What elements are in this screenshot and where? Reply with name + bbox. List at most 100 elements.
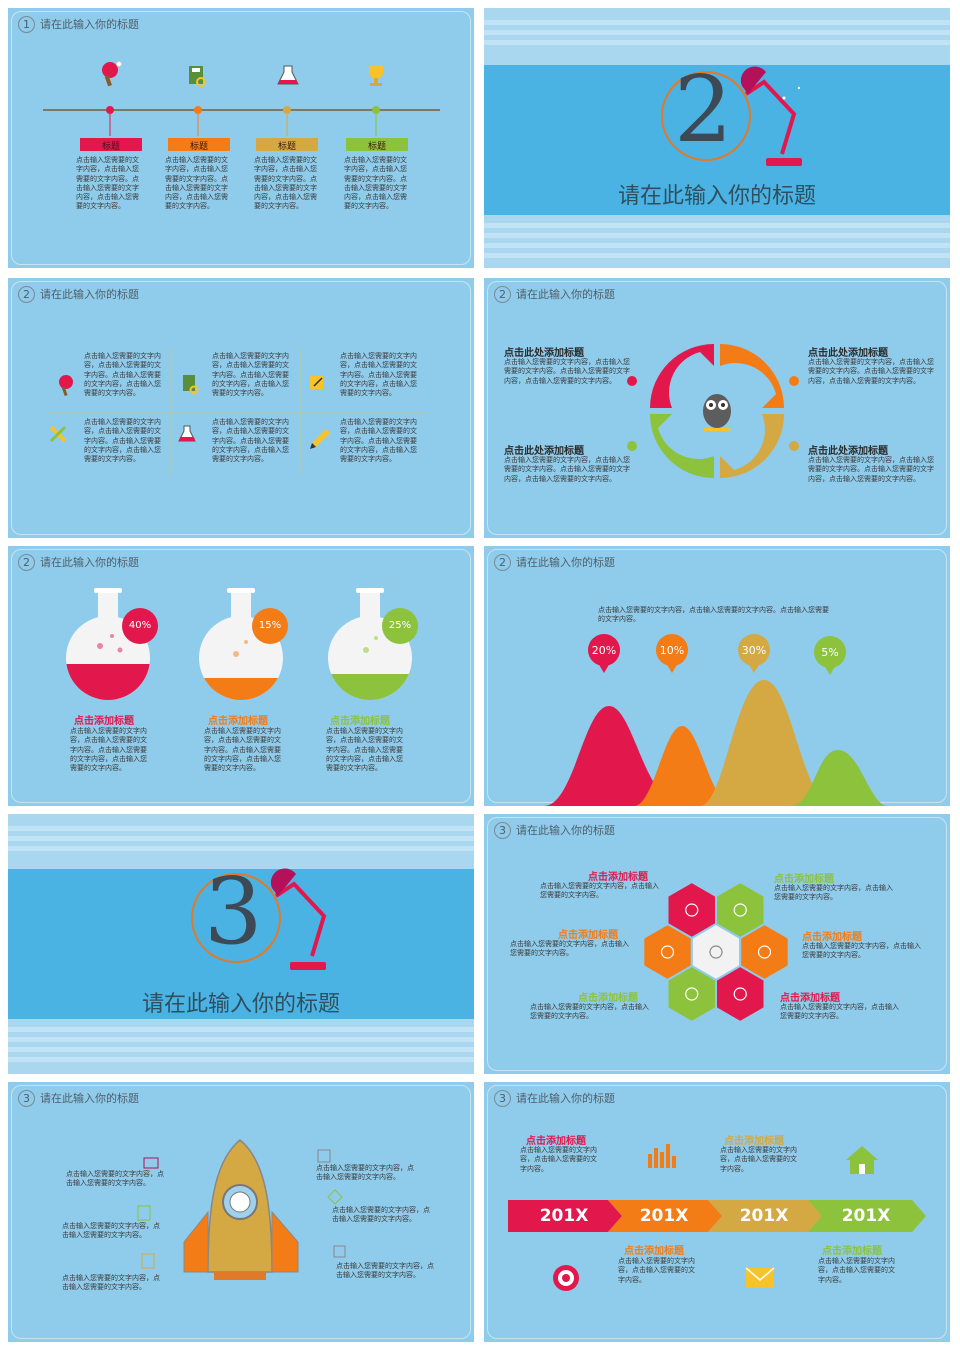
- text-2: 点击输入您需要的文字内容，点击输入您需要的文字内容。点击输入您需要的文字内容，点…: [165, 156, 228, 211]
- heading-2: 点击添加标题: [774, 874, 834, 885]
- slide-number: 2: [18, 553, 35, 571]
- target-icon: [553, 1265, 579, 1291]
- text-4: 点击输入您需要的文字内容，点击输入您需要的文字内容。: [818, 1257, 895, 1284]
- heading-1: 点击添加标题: [588, 872, 648, 883]
- text-left-3: 点击输入您需要的文字内容，点击输入您需要的文字内容。: [62, 1274, 160, 1292]
- heading-4: 点击添加标题: [822, 1246, 882, 1257]
- slide-mountains: 2 请在此输入你的标题 点击输入您需要的文字内容，点击输入您需要的文字内容。点击输…: [484, 546, 950, 806]
- slide-title: 请在此输入你的标题: [40, 288, 139, 301]
- section-title: 请在此输入你的标题: [617, 184, 816, 209]
- text-3: 点击输入您需要的文字内容，点击输入您需要的文字内容。点击输入您需要的文字内容，点…: [254, 156, 317, 211]
- text-2: 点击输入您需要的文字内容，点击输入您需要的文字内容。点击输入您需要的文字内容，点…: [204, 727, 281, 773]
- pencil-icon: [310, 429, 330, 449]
- hex-home-icon: [733, 987, 747, 1001]
- rocket-icon: [183, 1139, 299, 1280]
- percent-4: 5%: [821, 646, 839, 659]
- slide-number: 1: [18, 15, 35, 33]
- title-band: [8, 869, 474, 1019]
- heading-6: 点击添加标题: [780, 993, 840, 1004]
- timeline-graphic: [43, 61, 440, 151]
- slide-cycle: 2 请在此输入你的标题 点击此处添加标题 点击输入您需要的文字内容，点击输入您需要…: [484, 278, 950, 538]
- text-2: 点击输入您需要的文字内容，点击输入您需要的文字内容。: [774, 884, 893, 902]
- text-1: 点击输入您需要的文字内容，点击输入您需要的文字内容。: [540, 882, 659, 900]
- slide-number: 3: [494, 1089, 511, 1107]
- text-right-3: 点击输入您需要的文字内容，点击输入您需要的文字内容。: [336, 1262, 434, 1280]
- year-3: 201X: [739, 1206, 789, 1226]
- text-right-1: 点击输入您需要的文字内容，点击输入您需要的文字内容。: [316, 1164, 414, 1182]
- slide-title: 请在此输入你的标题: [516, 556, 615, 569]
- heading-2: 点击添加标题: [724, 1136, 784, 1147]
- slide-title: 请在此输入你的标题: [40, 18, 139, 31]
- slide-title: 请在此输入你的标题: [516, 824, 615, 837]
- slide-title: 请在此输入你的标题: [40, 1092, 139, 1105]
- slide-number: 3: [494, 821, 511, 839]
- slide-title: 请在此输入你的标题: [40, 556, 139, 569]
- text-left-1: 点击输入您需要的文字内容，点击输入您需要的文字内容。: [66, 1170, 164, 1188]
- book-icon: [189, 66, 206, 87]
- label-2: 标题: [189, 142, 208, 152]
- heading-3: 点击添加标题: [624, 1246, 684, 1257]
- ping-pong-icon: [59, 375, 73, 397]
- hex-box-icon: [733, 903, 747, 917]
- percent-3: 25%: [388, 620, 412, 631]
- image-icon: [317, 1149, 331, 1163]
- text-2: 点击输入您需要的文字内容，点击输入您需要的文字内容。: [720, 1146, 797, 1173]
- slide-flasks: 2 请在此输入你的标题 40% 15% 25% 点击添加标题 点击添加标题 点击添…: [8, 546, 474, 806]
- text-1: 点击输入您需要的文字内容，点击输入您需要的文字内容。: [520, 1146, 597, 1173]
- slide-hexagons: 3 请在此输入你的标题 点击添加标题 点击输入您需要的文字内容，点击输入您需要的文…: [484, 814, 950, 1074]
- intro-text: 点击输入您需要的文字内容，点击输入您需要的文字内容。点击输入您需要的文字内容。: [598, 606, 829, 624]
- hex-eye-icon: [685, 987, 699, 1001]
- heading-bottom-left: 点击此处添加标题: [504, 446, 584, 457]
- cell-text-6: 点击输入您需要的文字内容，点击输入您需要的文字内容。点击输入您需要的文字内容，点…: [340, 418, 417, 464]
- pin-1: [588, 634, 620, 673]
- cell-text-3: 点击输入您需要的文字内容，点击输入您需要的文字内容。点击输入您需要的文字内容，点…: [340, 352, 417, 398]
- mail-icon: [745, 1267, 775, 1288]
- text-bottom-right: 点击输入您需要的文字内容，点击输入您需要的文字内容。点击输入您需要的文字内容，点…: [808, 456, 934, 483]
- flask-green: [328, 588, 412, 700]
- text-left-2: 点击输入您需要的文字内容，点击输入您需要的文字内容。: [62, 1222, 160, 1240]
- flask-orange: [199, 588, 283, 700]
- heading-3: 点击添加标题: [330, 716, 390, 727]
- document-icon: [137, 1205, 151, 1221]
- text-top-left: 点击输入您需要的文字内容，点击输入您需要的文字内容。点击输入您需要的文字内容，点…: [504, 358, 630, 385]
- arrow-timeline-graphic: [508, 1144, 926, 1291]
- text-1: 点击输入您需要的文字内容，点击输入您需要的文字内容。点击输入您需要的文字内容，点…: [76, 156, 139, 211]
- heading-1: 点击添加标题: [526, 1136, 586, 1147]
- slide-timeline: 1 请在此输入你的标题 标题 标题 标题 标题 点击输入您需要的文字内容，点击输入…: [8, 8, 474, 268]
- hex-globe-icon: [757, 945, 772, 959]
- bar-chart-icon: [648, 1144, 676, 1168]
- percent-2: 10%: [659, 644, 685, 657]
- slide-title: 请在此输入你的标题: [516, 288, 615, 301]
- text-5: 点击输入您需要的文字内容，点击输入您需要的文字内容。: [530, 1003, 649, 1021]
- year-4: 201X: [841, 1206, 891, 1226]
- ping-pong-icon: [102, 61, 122, 87]
- year-2: 201X: [639, 1206, 689, 1226]
- text-4: 点击输入您需要的文字内容，点击输入您需要的文字内容。点击输入您需要的文字内容，点…: [344, 156, 407, 211]
- text-4: 点击输入您需要的文字内容，点击输入您需要的文字内容。: [802, 942, 921, 960]
- slide-number: 2: [494, 553, 511, 571]
- file-icon: [141, 1253, 155, 1269]
- percent-1: 40%: [128, 620, 152, 631]
- text-3: 点击输入您需要的文字内容，点击输入您需要的文字内容。: [510, 940, 629, 958]
- cell-text-1: 点击输入您需要的文字内容，点击输入您需要的文字内容。点击输入您需要的文字内容，点…: [84, 352, 161, 398]
- section-number: 2: [674, 56, 733, 163]
- slide-section-3: 3 请在此输入你的标题: [8, 814, 474, 1074]
- text-6: 点击输入您需要的文字内容，点击输入您需要的文字内容。: [780, 1003, 899, 1021]
- flask-icon: [277, 65, 299, 85]
- pin-2: [656, 634, 688, 673]
- hex-home: [715, 964, 766, 1024]
- percent-3: 30%: [741, 644, 767, 657]
- slide-section-2: 2 请在此输入你的标题: [484, 8, 950, 268]
- pin-4: [814, 636, 846, 675]
- section-number: 3: [204, 858, 263, 965]
- mountains-graphic: [544, 634, 888, 806]
- ruler-icon: [49, 425, 67, 443]
- pin-3: [738, 634, 770, 673]
- slide-rocket: 3 请在此输入你的标题 点击输入您需要的文字内容，点击输入您需要的文字内容。 点击…: [8, 1082, 474, 1342]
- label-3: 标题: [277, 142, 296, 152]
- label-4: 标题: [367, 142, 386, 152]
- note-icon: [310, 376, 323, 389]
- slide-number: 2: [18, 285, 35, 303]
- percent-1: 20%: [591, 644, 617, 657]
- lamp-icon: [191, 868, 327, 970]
